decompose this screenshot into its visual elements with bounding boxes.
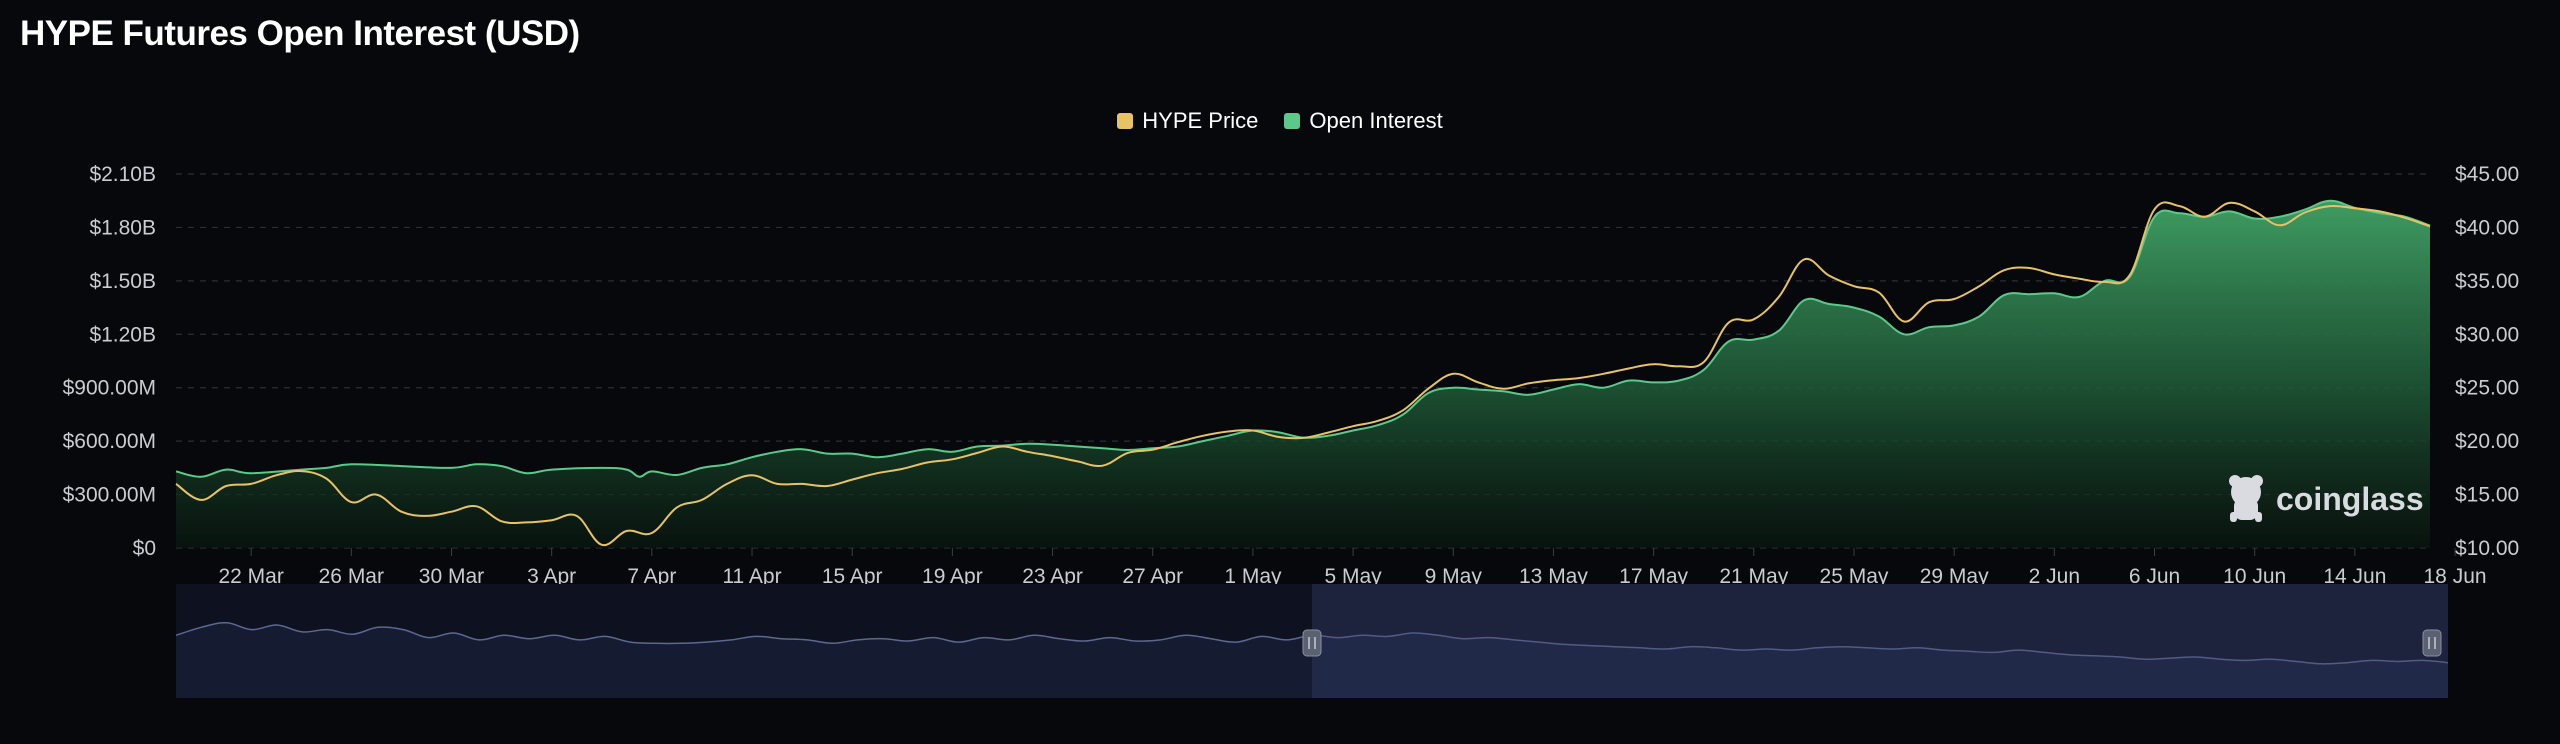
x-tick-label: 3 Apr — [527, 565, 576, 588]
coinglass-logo-icon — [2229, 475, 2263, 522]
y-right-tick-label: $15.00 — [2455, 484, 2519, 507]
hype-price-line — [175, 201, 2431, 547]
y-right-tick-label: $20.00 — [2455, 430, 2519, 453]
x-axis: 22 Mar 26 Mar 30 Mar 3 Apr 7 Apr 11 Apr 15 Apr… — [218, 548, 2487, 588]
y-left-tick-label: $2.10B — [89, 163, 156, 186]
x-tick-label: 10 Jun — [2223, 565, 2286, 588]
x-tick-label: 9 May — [1425, 565, 1483, 588]
navigator-handle-left[interactable] — [1302, 629, 1322, 657]
legend-swatch-hype-price — [1117, 113, 1134, 129]
y-right-tick-label: $25.00 — [2455, 377, 2519, 400]
y-right-tick-label: $10.00 — [2455, 537, 2519, 560]
x-tick-label: 30 Mar — [419, 565, 484, 588]
legend-item-hype-price[interactable]: HYPE Price — [1117, 108, 1258, 134]
x-tick-label: 17 May — [1619, 565, 1688, 588]
navigator-area — [176, 622, 2448, 698]
x-tick-label: 27 Apr — [1122, 565, 1183, 588]
y-right-tick-label: $30.00 — [2455, 323, 2519, 346]
legend-label-hype-price: HYPE Price — [1142, 108, 1259, 133]
y-left-tick-label: $1.80B — [89, 216, 156, 239]
y-right-tick-label: $35.00 — [2455, 270, 2519, 293]
y-axis-left: $0 $300.00M $600.00M $900.00M $1.20B $1.50B $1… — [63, 163, 156, 560]
series-layer — [175, 199, 2431, 548]
y-left-tick-label: $900.00M — [63, 377, 156, 400]
chart-title: HYPE Futures Open Interest (USD) — [20, 14, 580, 53]
chart-legend: HYPE Price Open Interest — [0, 108, 2560, 134]
x-tick-label: 23 Apr — [1022, 565, 1083, 588]
legend-label-open-interest: Open Interest — [1309, 108, 1443, 133]
y-left-tick-label: $300.00M — [63, 484, 156, 507]
y-left-tick-label: $0 — [133, 537, 156, 560]
x-tick-label: 6 Jun — [2129, 565, 2180, 588]
x-tick-label: 29 May — [1920, 565, 1989, 588]
x-tick-label: 25 May — [1820, 565, 1889, 588]
x-tick-label: 7 Apr — [627, 565, 676, 588]
x-tick-label: 14 Jun — [2323, 565, 2386, 588]
open-interest-area — [176, 200, 2430, 548]
x-tick-label: 2 Jun — [2029, 565, 2080, 588]
x-tick-label: 15 Apr — [822, 565, 883, 588]
y-axis-right: $10.00 $15.00 $20.00 $25.00 $30.00 $35.00 $40.… — [2455, 163, 2519, 560]
x-tick-label: 19 Apr — [922, 565, 983, 588]
open-interest-line — [175, 199, 2431, 478]
x-tick-label: 22 Mar — [218, 565, 283, 588]
y-left-tick-label: $1.20B — [89, 323, 156, 346]
coinglass-watermark: coinglass — [2229, 475, 2424, 522]
x-tick-label: 1 May — [1224, 565, 1282, 588]
navigator-handle-right[interactable] — [2422, 629, 2442, 657]
y-left-tick-label: $600.00M — [63, 430, 156, 453]
x-tick-label: 13 May — [1519, 565, 1588, 588]
coinglass-wordmark: coinglass — [2276, 481, 2424, 517]
y-left-tick-label: $1.50B — [89, 270, 156, 293]
x-tick-label: 5 May — [1324, 565, 1382, 588]
x-tick-label: 21 May — [1719, 565, 1788, 588]
x-tick-label: 18 Jun — [2424, 565, 2487, 588]
range-navigator[interactable] — [175, 584, 2449, 698]
navigator-selection — [1312, 584, 2448, 698]
legend-item-open-interest[interactable]: Open Interest — [1284, 108, 1443, 134]
x-tick-label: 26 Mar — [319, 565, 384, 588]
legend-swatch-open-interest — [1284, 113, 1301, 129]
y-right-tick-label: $45.00 — [2455, 163, 2519, 186]
x-tick-label: 11 Apr — [722, 565, 781, 588]
y-right-tick-label: $40.00 — [2455, 216, 2519, 239]
